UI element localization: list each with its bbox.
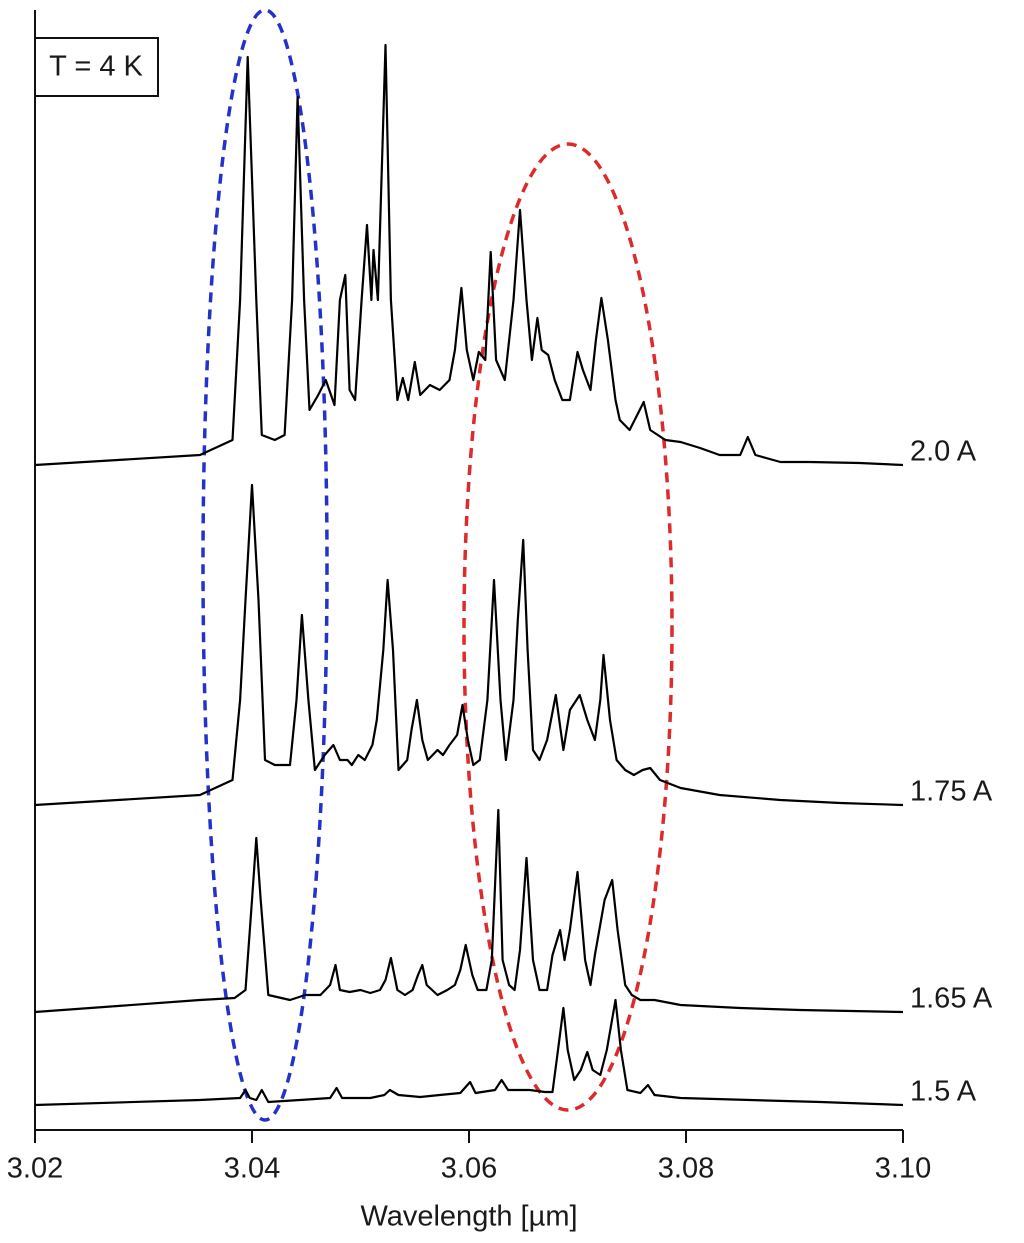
red-dashed-ellipse xyxy=(462,142,674,1112)
series-label: 1.65 A xyxy=(910,983,993,1015)
x-tick-label: 3.04 xyxy=(224,1153,280,1185)
x-axis-label: Wavelength [µm] xyxy=(360,1201,577,1233)
x-tick-label: 3.06 xyxy=(441,1153,497,1185)
spectrum-line xyxy=(34,483,904,807)
x-tick-label: 3.10 xyxy=(875,1153,931,1185)
spectrum-line xyxy=(34,43,904,467)
series-label: 1.5 A xyxy=(910,1076,977,1108)
spectrum-line xyxy=(34,808,904,1014)
annotation: T = 4 K xyxy=(49,51,143,83)
series-label: 2.0 A xyxy=(910,436,977,468)
blue-dashed-ellipse xyxy=(201,8,329,1122)
spectrum-line xyxy=(34,998,904,1107)
x-tick-label: 3.08 xyxy=(658,1153,714,1185)
series-label: 1.75 A xyxy=(910,776,993,808)
annotation-box xyxy=(34,37,159,97)
x-tick-label: 3.02 xyxy=(7,1153,63,1185)
